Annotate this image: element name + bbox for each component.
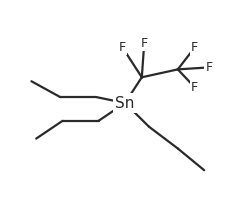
Text: F: F [206,61,212,74]
Text: F: F [191,41,198,54]
Text: Sn: Sn [115,96,135,110]
Text: F: F [141,37,148,50]
Text: F: F [119,41,126,54]
Text: F: F [191,81,198,94]
